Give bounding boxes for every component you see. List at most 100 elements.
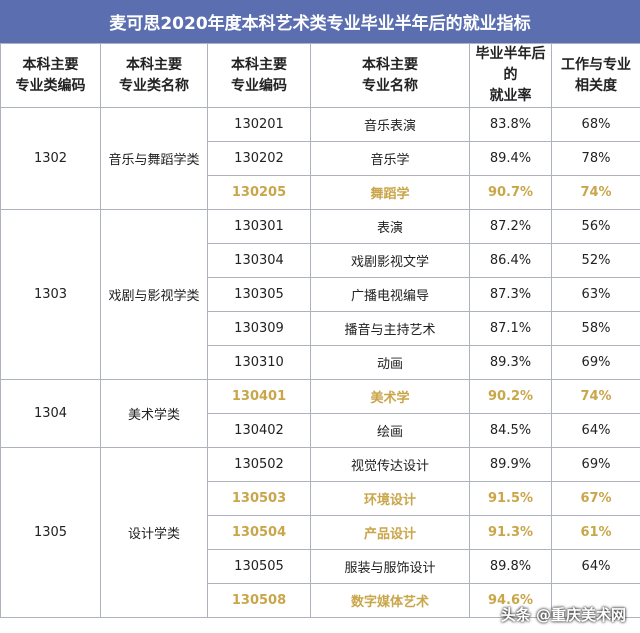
relevance-cell: 61% [551,515,640,550]
table-row: 130310 动画 89.3% 69% [1,345,640,380]
employment-rate-cell: 86.4% [469,243,552,278]
major-name-cell: 动画 [310,345,470,380]
table-row: 130205 舞蹈学 90.7% 74% [1,175,640,210]
relevance-cell: 67% [551,481,640,516]
category-name-cell: 戏剧与影视学类 [100,209,208,380]
category-code-cell: 1304 [0,379,101,448]
major-name-cell: 音乐表演 [310,107,470,142]
relevance-cell: 74% [551,175,640,210]
major-code-cell: 130310 [207,345,311,380]
relevance-cell: 68% [551,107,640,142]
employment-rate-cell: 90.2% [469,379,552,414]
relevance-cell: 69% [551,447,640,482]
relevance-cell: 56% [551,209,640,244]
column-header-line: 毕业半年后的 [475,46,546,83]
column-header: 本科主要 专业编码 [207,43,311,108]
column-header-line: 本科主要 [22,56,79,73]
relevance-cell: 64% [551,549,640,584]
employment-table: 本科主要 专业类编码 本科主要 专业类名称 本科主要 专业编码 本科主要 专业名称 毕业半年后的… [0,43,640,618]
employment-rate-cell: 89.3% [469,345,552,380]
table-row: 1305 设计学类 130502 视觉传达设计 89.9% 69% [0,447,640,618]
major-name-cell: 戏剧影视文学 [310,243,470,278]
employment-rate-cell: 90.7% [469,175,552,210]
major-name-cell: 舞蹈学 [310,175,470,210]
major-code-cell: 130401 [207,379,311,414]
major-code-cell: 130304 [207,243,311,278]
column-header: 本科主要 专业类编码 [0,43,101,108]
column-header-line: 工作与专业 [561,56,631,73]
relevance-cell: 64% [551,413,640,448]
column-header-line: 相关度 [575,77,617,94]
major-code-cell: 130305 [207,277,311,312]
major-code-cell: 130205 [207,175,311,210]
major-code-cell: 130402 [207,413,311,448]
category-code-cell: 1303 [0,209,101,380]
column-header-line: 专业编码 [231,77,287,94]
column-header-line: 专业类编码 [15,77,86,94]
header-row: 本科主要 专业类编码 本科主要 专业类名称 本科主要 专业编码 本科主要 专业名称 毕业半年后的… [0,43,640,108]
column-header-line: 就业率 [489,88,532,104]
employment-rate-cell: 89.9% [469,447,552,482]
category-code-cell: 1302 [0,107,101,210]
relevance-cell: 52% [551,243,640,278]
major-code-cell: 130505 [207,549,311,584]
column-header-line: 专业类名称 [119,77,189,94]
employment-rate-cell: 84.5% [469,413,552,448]
column-header-line: 本科主要 [126,56,182,73]
major-code-cell: 130504 [207,515,311,550]
major-code-cell: 130301 [207,209,311,244]
major-name-cell: 数字媒体艺术 [310,583,470,618]
major-name-cell: 广播电视编导 [310,277,470,312]
employment-rate-cell: 87.2% [469,209,552,244]
employment-rate-cell: 91.5% [469,481,552,516]
major-code-cell: 130202 [207,141,311,176]
employment-rate-cell: 89.4% [469,141,552,176]
table-row: 130202 音乐学 89.4% 78% [1,141,640,176]
relevance-cell: 69% [551,345,640,380]
major-name-cell: 绘画 [310,413,470,448]
column-header: 本科主要 专业类名称 [100,43,208,108]
table-body: 1302 音乐与舞蹈学类 130201 音乐表演 83.8% 68% 130202 音乐学 89… [0,107,640,618]
relevance-cell: 74% [551,379,640,414]
relevance-cell: 58% [551,311,640,346]
major-name-cell: 音乐学 [310,141,470,176]
employment-rate-cell: 83.8% [469,107,552,142]
employment-rate-cell: 91.3% [469,515,552,550]
column-header: 本科主要 专业名称 [310,43,470,108]
column-header-line: 专业名称 [362,77,418,94]
table-row: 1303 戏剧与影视学类 130301 表演 87.2% 56% [0,209,640,380]
major-code-cell: 130309 [207,311,311,346]
table-row: 130402 绘画 84.5% 64% [1,413,640,448]
employment-rate-cell: 87.1% [469,311,552,346]
major-code-cell: 130503 [207,481,311,516]
employment-rate-cell: 94.6% [469,583,552,618]
category-code-cell: 1305 [0,447,101,618]
major-name-cell: 产品设计 [310,515,470,550]
table-row: 130304 戏剧影视文学 86.4% 52% [1,243,640,278]
table-title: 麦可思2020年度本科艺术类专业毕业半年后的就业指标 [0,0,640,43]
major-name-cell: 美术学 [310,379,470,414]
table-row: 130508 数字媒体艺术 94.6% [1,583,640,618]
major-name-cell: 环境设计 [310,481,470,516]
major-name-cell: 播音与主持艺术 [310,311,470,346]
category-name-cell: 设计学类 [100,447,208,618]
relevance-cell [551,583,640,618]
major-code-cell: 130502 [207,447,311,482]
relevance-cell: 78% [551,141,640,176]
table-row: 1304 美术学类 130401 美术学 90.2% 74% [0,379,640,448]
major-name-cell: 表演 [310,209,470,244]
employment-rate-cell: 87.3% [469,277,552,312]
major-code-cell: 130508 [207,583,311,618]
major-name-cell: 服装与服饰设计 [310,549,470,584]
table-row: 130309 播音与主持艺术 87.1% 58% [1,311,640,346]
employment-rate-cell: 89.8% [469,549,552,584]
table-row: 130503 环境设计 91.5% 67% [1,481,640,516]
relevance-cell: 63% [551,277,640,312]
column-header-line: 本科主要 [231,56,287,73]
table-row: 130305 广播电视编导 87.3% 63% [1,277,640,312]
table-row: 1302 音乐与舞蹈学类 130201 音乐表演 83.8% 68% [0,107,640,210]
column-header-line: 本科主要 [362,56,418,73]
column-header: 工作与专业 相关度 [551,43,640,108]
major-code-cell: 130201 [207,107,311,142]
category-name-cell: 美术学类 [100,379,208,448]
